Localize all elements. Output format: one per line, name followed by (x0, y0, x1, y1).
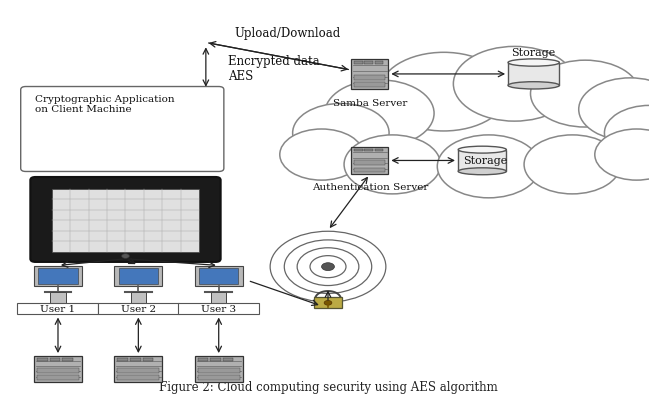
Bar (211, 292, 226, 311)
Text: User 2: User 2 (121, 304, 156, 313)
Text: Figure 2: Cloud computing security using AES algorithm: Figure 2: Cloud computing security using… (159, 380, 497, 392)
Bar (354, 62, 363, 65)
Bar (211, 358, 221, 361)
Circle shape (121, 254, 129, 259)
Bar (458, 150, 506, 172)
Bar (131, 292, 146, 311)
Bar (18, 303, 98, 314)
Circle shape (321, 263, 335, 271)
Bar (50, 358, 60, 361)
Text: Storage: Storage (512, 48, 556, 58)
Text: User 3: User 3 (201, 304, 236, 313)
Circle shape (453, 47, 575, 122)
Bar (365, 149, 373, 152)
Bar (354, 83, 385, 88)
Ellipse shape (508, 83, 560, 90)
Circle shape (325, 81, 434, 147)
Bar (199, 269, 239, 284)
Ellipse shape (458, 147, 506, 154)
Bar (365, 62, 373, 65)
FancyBboxPatch shape (314, 297, 342, 309)
Text: Cryptographic Application
on Client Machine: Cryptographic Application on Client Mach… (35, 95, 175, 114)
Bar (375, 149, 383, 152)
Text: Storage: Storage (463, 156, 508, 166)
Bar (34, 356, 82, 382)
Bar (508, 63, 560, 86)
Text: Encrypted data
AES: Encrypted data AES (228, 55, 320, 83)
Circle shape (438, 135, 540, 198)
Ellipse shape (458, 169, 506, 175)
Bar (354, 149, 363, 152)
Circle shape (379, 53, 508, 132)
Bar (375, 62, 383, 65)
Bar (34, 266, 82, 287)
Bar (198, 375, 239, 380)
Circle shape (579, 78, 656, 141)
Ellipse shape (508, 60, 560, 67)
Bar (351, 60, 388, 90)
Bar (142, 358, 153, 361)
FancyBboxPatch shape (21, 87, 224, 172)
Bar (117, 368, 159, 373)
Circle shape (324, 301, 332, 306)
Circle shape (604, 106, 656, 161)
Circle shape (344, 135, 441, 195)
Circle shape (524, 135, 621, 195)
Text: Authentication Server: Authentication Server (312, 183, 428, 192)
Bar (351, 147, 388, 175)
Text: User 1: User 1 (41, 304, 75, 313)
Bar (119, 269, 158, 284)
Text: Samba Server: Samba Server (333, 99, 407, 108)
Bar (223, 358, 234, 361)
Bar (195, 356, 243, 382)
Bar (198, 358, 209, 361)
Bar (178, 303, 259, 314)
Circle shape (595, 130, 656, 180)
Bar (117, 358, 128, 361)
Circle shape (531, 61, 640, 128)
Bar (37, 375, 79, 380)
FancyBboxPatch shape (30, 178, 220, 262)
Bar (130, 358, 140, 361)
Bar (52, 189, 199, 252)
Bar (98, 303, 179, 314)
Bar (51, 292, 66, 311)
Bar (195, 266, 243, 287)
Bar (117, 375, 159, 380)
Bar (198, 368, 239, 373)
Bar (114, 266, 163, 287)
Bar (37, 368, 79, 373)
Circle shape (293, 104, 389, 163)
Bar (114, 356, 163, 382)
Bar (37, 358, 48, 361)
Bar (354, 161, 385, 166)
Bar (354, 168, 385, 173)
Text: Upload/Download: Upload/Download (235, 26, 341, 39)
Bar (354, 76, 385, 81)
Bar (38, 269, 78, 284)
Circle shape (279, 130, 363, 180)
Bar (62, 358, 73, 361)
